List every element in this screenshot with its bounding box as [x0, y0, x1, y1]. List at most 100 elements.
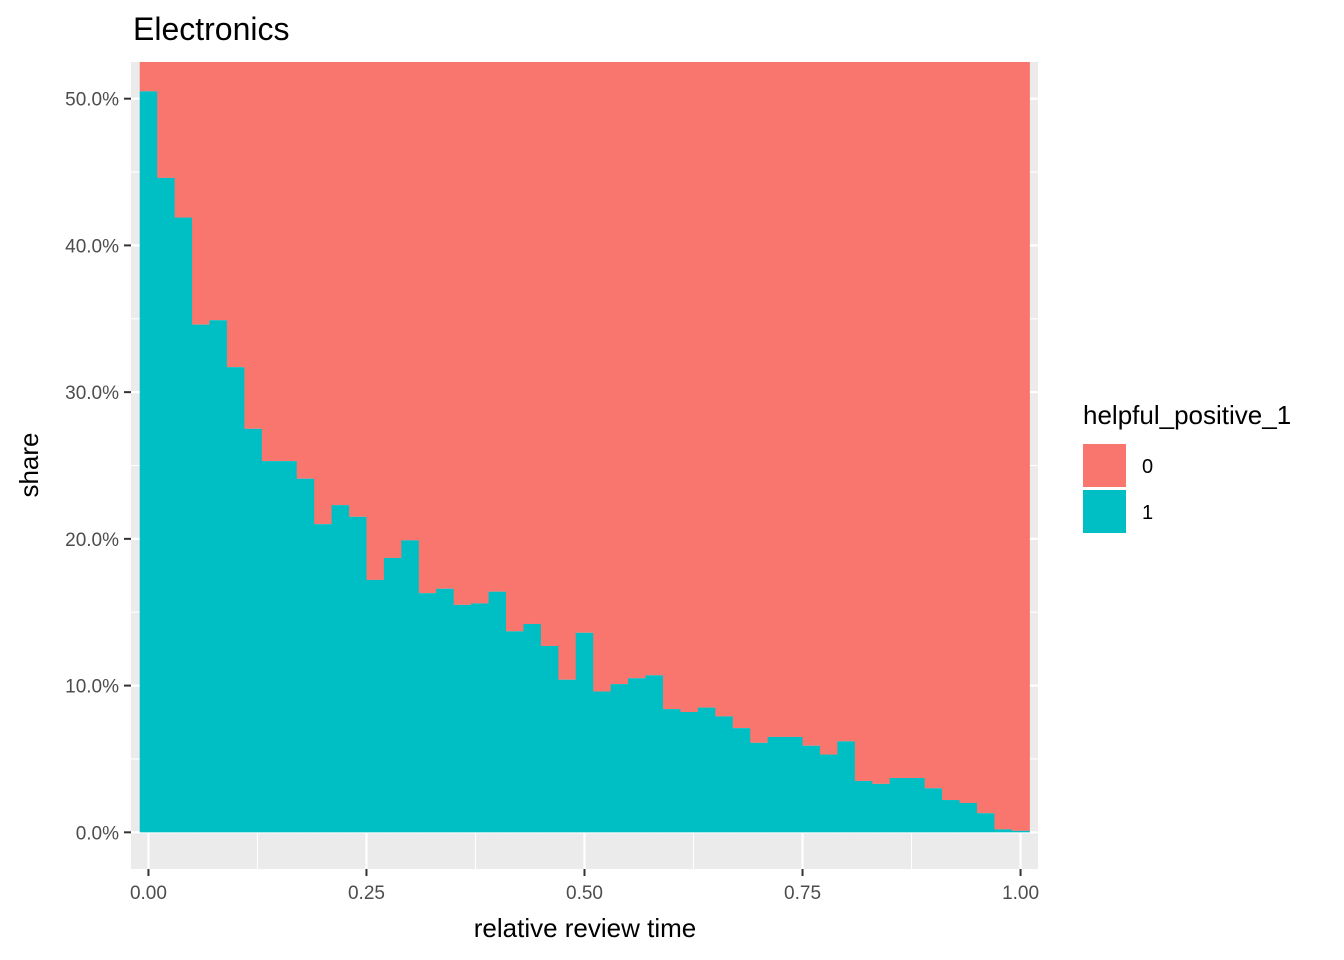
bar-series-0	[785, 62, 804, 737]
bar-series-0	[157, 62, 176, 178]
y-tick-label: 20.0%	[65, 530, 119, 551]
bar-series-1	[715, 716, 734, 833]
bar-series-0	[872, 62, 891, 784]
bar-series-0	[523, 62, 542, 624]
bar-series-1	[680, 712, 699, 833]
bar-series-0	[540, 62, 559, 646]
bar-series-0	[471, 62, 490, 604]
bar-series-1	[488, 591, 507, 833]
bar-series-0	[662, 62, 682, 710]
bar-series-1	[837, 741, 856, 833]
bar-series-0	[802, 62, 821, 746]
bar-series-1	[296, 478, 315, 833]
x-axis-title: relative review time	[474, 913, 697, 943]
bar-series-0	[349, 62, 368, 517]
bar-series-0	[506, 62, 525, 632]
bar-series-1	[907, 778, 926, 833]
legend-label-0: 0	[1142, 456, 1153, 478]
bar-series-0	[174, 62, 193, 218]
histogram-bars	[139, 62, 1030, 833]
bar-series-1	[558, 679, 577, 833]
bar-series-1	[453, 604, 472, 833]
bar-series-1	[593, 691, 612, 833]
legend-key-0	[1083, 444, 1126, 487]
bar-series-0	[558, 62, 577, 680]
bar-series-1	[471, 603, 490, 833]
y-tick-label: 0.0%	[76, 823, 119, 844]
bar-series-1	[157, 177, 176, 833]
bar-series-1	[401, 540, 420, 833]
bar-series-0	[697, 62, 716, 708]
legend-key-1	[1083, 490, 1126, 533]
bar-series-0	[226, 62, 245, 368]
bar-series-0	[593, 62, 612, 692]
bar-series-1	[209, 320, 228, 833]
bar-series-1	[366, 579, 385, 833]
bar-series-1	[750, 742, 769, 833]
bar-series-1	[192, 324, 211, 833]
bar-series-1	[523, 623, 542, 833]
bar-series-0	[1011, 62, 1030, 831]
bar-series-1	[1011, 830, 1030, 833]
bar-series-1	[662, 709, 682, 833]
x-tick-label: 0.75	[784, 883, 821, 904]
legend-label-1: 1	[1142, 502, 1153, 524]
bar-series-0	[279, 62, 298, 462]
bar-series-0	[192, 62, 211, 325]
bar-series-1	[732, 728, 751, 833]
bar-series-1	[767, 736, 786, 833]
bar-series-1	[959, 802, 978, 833]
bar-series-0	[575, 62, 594, 633]
bar-series-1	[506, 631, 525, 833]
bar-series-1	[697, 707, 716, 833]
bar-series-0	[331, 62, 350, 506]
x-tick-label: 0.00	[130, 883, 167, 904]
bar-series-1	[331, 505, 350, 833]
bar-series-0	[383, 62, 402, 558]
bar-series-1	[279, 461, 298, 833]
bar-series-1	[645, 675, 664, 833]
bar-series-0	[244, 62, 263, 429]
bar-series-1	[628, 678, 647, 833]
bar-series-1	[854, 780, 873, 833]
y-tick-label: 10.0%	[65, 677, 119, 698]
bar-series-1	[436, 588, 455, 833]
bar-series-0	[819, 62, 839, 755]
bar-series-1	[889, 778, 908, 833]
chart-title: Electronics	[133, 11, 290, 47]
bar-series-1	[802, 745, 821, 833]
bar-series-0	[942, 62, 961, 801]
legend-title: helpful_positive_1	[1083, 400, 1291, 430]
bar-series-0	[261, 62, 280, 462]
bar-series-0	[767, 62, 786, 737]
bar-series-1	[226, 367, 245, 833]
x-tick-label: 1.00	[1002, 883, 1039, 904]
y-tick-label: 50.0%	[65, 90, 119, 111]
bar-series-1	[540, 645, 559, 833]
bar-series-0	[209, 62, 228, 321]
bar-series-0	[750, 62, 769, 743]
bar-series-0	[959, 62, 978, 803]
bar-series-0	[907, 62, 926, 779]
bar-series-0	[889, 62, 908, 779]
bar-series-1	[349, 516, 368, 833]
bar-series-1	[942, 800, 961, 833]
bar-series-1	[575, 632, 594, 833]
bar-series-1	[924, 788, 943, 833]
legend: helpful_positive_1 0 1	[1083, 400, 1291, 533]
bar-series-1	[244, 428, 263, 833]
bar-series-0	[418, 62, 437, 594]
x-tick-label: 0.50	[566, 883, 603, 904]
bar-series-0	[645, 62, 664, 676]
bar-series-1	[994, 829, 1013, 833]
bar-series-0	[401, 62, 420, 541]
bar-series-1	[872, 783, 891, 833]
bar-series-0	[994, 62, 1013, 830]
bar-series-1	[819, 754, 839, 833]
bar-series-0	[732, 62, 751, 729]
y-tick-label: 30.0%	[65, 383, 119, 404]
bar-series-0	[924, 62, 943, 789]
bar-series-0	[715, 62, 734, 717]
bar-series-0	[837, 62, 856, 742]
bar-series-0	[453, 62, 472, 605]
